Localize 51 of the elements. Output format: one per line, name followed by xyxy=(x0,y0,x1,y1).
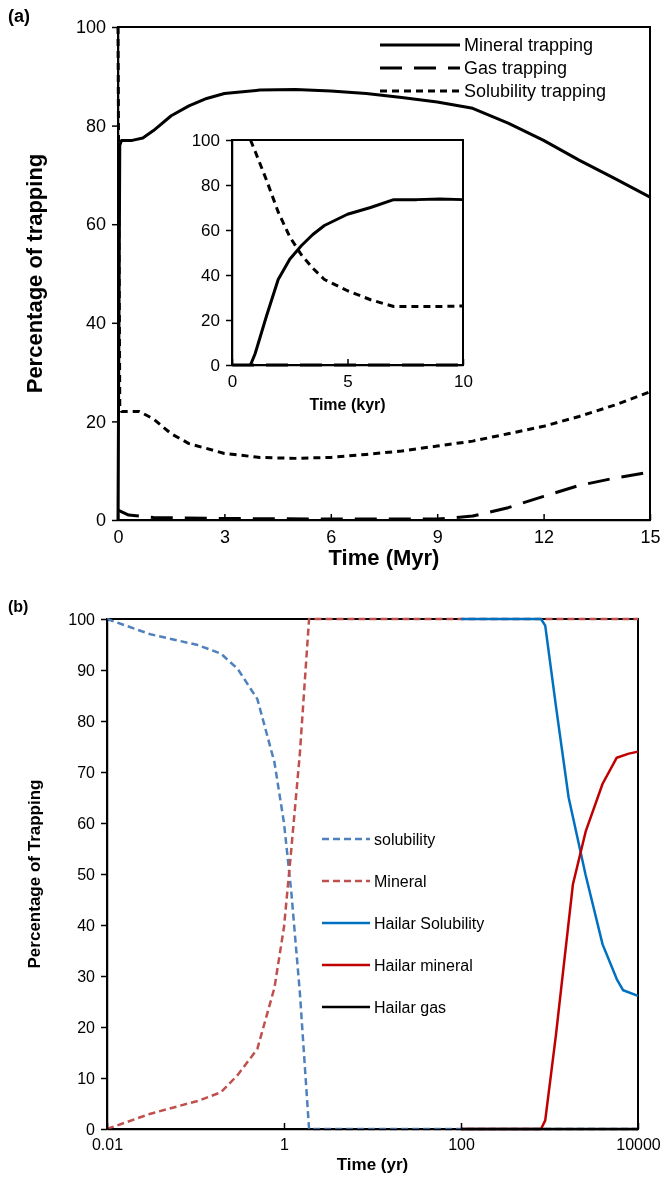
y-tick-label: 100 xyxy=(68,610,96,628)
y-tick-label: 0 xyxy=(95,510,106,531)
x-tick-label: 100 xyxy=(448,1136,475,1154)
y-tick-label: 100 xyxy=(191,130,220,150)
x-tick-label: 0.01 xyxy=(91,1136,124,1154)
legend-label: Solubility trapping xyxy=(464,81,607,102)
y-tick-label: 40 xyxy=(85,313,106,334)
chart-title: (a) xyxy=(8,6,30,26)
y-axis-title: Percentage of Trapping xyxy=(25,779,44,969)
y-tick-label: 80 xyxy=(201,175,220,195)
legend-label: solubility xyxy=(374,830,436,848)
y-tick-label: 100 xyxy=(75,17,106,38)
x-tick-label: 1 xyxy=(280,1136,290,1154)
x-axis-title: Time (kyr) xyxy=(309,396,386,413)
legend-label: Gas trapping xyxy=(464,58,568,79)
y-tick-label: 60 xyxy=(77,814,96,832)
legend-label: Hailar mineral xyxy=(374,956,473,974)
y-tick-label: 20 xyxy=(85,411,106,432)
x-tick-label: 10000 xyxy=(616,1136,661,1154)
legend-label: Hailar Solubility xyxy=(374,914,485,932)
x-tick-label: 15 xyxy=(640,526,661,547)
y-tick-label: 20 xyxy=(77,1018,96,1036)
x-tick-label: 12 xyxy=(534,526,555,547)
x-tick-label: 9 xyxy=(432,526,443,547)
x-tick-label: 6 xyxy=(326,526,337,547)
legend-label: Mineral xyxy=(374,872,427,890)
y-tick-label: 20 xyxy=(201,310,220,330)
y-tick-label: 40 xyxy=(77,916,96,934)
chart-title: (b) xyxy=(8,598,29,615)
y-tick-label: 0 xyxy=(86,1120,96,1138)
y-tick-label: 90 xyxy=(77,661,96,679)
x-tick-label: 0 xyxy=(227,372,238,392)
x-axis-title: Time (Myr) xyxy=(328,545,440,570)
y-tick-label: 0 xyxy=(210,355,220,375)
legend-label: Mineral trapping xyxy=(464,35,594,56)
y-tick-label: 40 xyxy=(201,265,220,285)
y-tick-label: 50 xyxy=(77,865,96,883)
legend-label: Hailar gas xyxy=(374,998,447,1016)
y-tick-label: 30 xyxy=(77,967,96,985)
x-tick-label: 5 xyxy=(343,372,353,392)
x-tick-label: 0 xyxy=(113,526,124,547)
y-tick-label: 80 xyxy=(85,115,106,136)
y-axis-title: Percentage of trapping xyxy=(22,153,47,394)
y-tick-label: 80 xyxy=(77,712,96,730)
y-tick-label: 60 xyxy=(85,214,106,235)
x-tick-label: 10 xyxy=(454,372,473,392)
y-tick-label: 60 xyxy=(201,220,220,240)
x-tick-label: 3 xyxy=(219,526,230,547)
x-axis-title: Time (yr) xyxy=(336,1155,409,1174)
y-tick-label: 70 xyxy=(77,763,96,781)
y-tick-label: 10 xyxy=(77,1069,96,1087)
